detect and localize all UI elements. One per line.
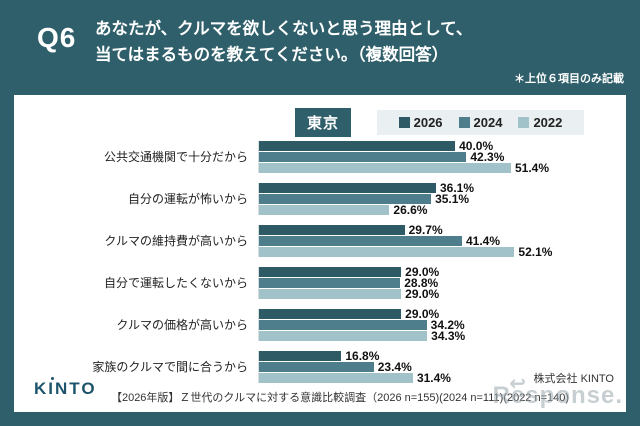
legend-swatch-2022-icon xyxy=(518,117,530,128)
bar-2022 xyxy=(259,331,428,341)
bar-group: 自分で運転したくないから 29.0% 28.8% 29.0% xyxy=(26,265,612,301)
bar-row: 40.0% xyxy=(259,139,612,153)
category-label: クルマの価格が高いから xyxy=(116,317,248,332)
watermark-arrow-icon: ↩ xyxy=(509,373,526,395)
bar-2022 xyxy=(259,289,402,299)
bar-row: 29.0% xyxy=(259,307,612,321)
question-text: あなたが、クルマを欲しくないと思う理由として、 当てはまるものを教えてください。… xyxy=(95,16,472,69)
company-name: 株式会社 KINTO xyxy=(533,373,614,385)
bar-row: 29.0% xyxy=(259,265,612,279)
kinto-logo: KINTO xyxy=(34,377,97,398)
bar-group: 家族のクルマで間に合うから 16.8% 23.4% 31.4% xyxy=(26,349,612,385)
value-label: 41.4% xyxy=(465,234,500,248)
legend-label-2022: 2022 xyxy=(533,115,563,130)
legend-swatch-2024-icon xyxy=(458,117,470,128)
bar-stack: 36.1% 35.1% 26.6% xyxy=(258,181,612,217)
bar-row: 16.8% xyxy=(259,349,612,363)
bar-group: 公共交通機関で十分だから 40.0% 42.3% 51.4% xyxy=(26,139,612,175)
value-label: 42.3% xyxy=(470,150,505,164)
value-label: 35.1% xyxy=(435,192,470,206)
value-label: 51.4% xyxy=(515,161,550,175)
bar-row: 51.4% xyxy=(259,161,612,175)
value-label: 23.4% xyxy=(377,360,412,374)
bar-2024 xyxy=(259,236,462,246)
value-label: 52.1% xyxy=(518,245,553,259)
category-label: 家族のクルマで間に合うから xyxy=(92,359,248,374)
value-label: 28.8% xyxy=(404,276,439,290)
bar-row: 28.8% xyxy=(259,276,612,290)
value-label: 26.6% xyxy=(393,203,428,217)
bar-2022 xyxy=(259,247,515,257)
chart-legend: 2026 2024 2022 xyxy=(377,110,584,135)
legend-item-2026: 2026 xyxy=(398,115,443,130)
bar-2026 xyxy=(259,225,405,235)
bar-stack: 29.0% 34.2% 34.3% xyxy=(258,307,612,343)
value-label: 29.0% xyxy=(405,287,440,301)
bar-row: 29.7% xyxy=(259,223,612,237)
legend-label-2026: 2026 xyxy=(413,115,443,130)
legend-item-2024: 2024 xyxy=(458,115,503,130)
chart-card: 東京 2026 2024 2022 公共交通機関で十分だから 40.0% 42.3%… xyxy=(14,95,626,412)
legend-swatch-2026-icon xyxy=(398,117,410,128)
category-label: 自分の運転が怖いから xyxy=(127,191,248,206)
bar-2022 xyxy=(259,205,390,215)
value-label: 36.1% xyxy=(439,181,475,195)
bar-row: 41.4% xyxy=(259,234,612,248)
bar-group: クルマの価格が高いから 29.0% 34.2% 34.3% xyxy=(26,307,612,343)
bar-row: 42.3% xyxy=(259,150,612,164)
source-caption: 【2026年版】Ｚ世代のクルマに対する意識比較調査（2026 n=155)(20… xyxy=(110,392,570,404)
bar-row: 23.4% xyxy=(259,360,612,374)
bar-stack: 16.8% 23.4% 31.4% xyxy=(258,349,612,385)
bar-row: 34.3% xyxy=(259,329,612,343)
bar-group: 自分の運転が怖いから 36.1% 35.1% 26.6% xyxy=(26,181,612,217)
bar-row: 35.1% xyxy=(259,192,612,206)
bar-2024 xyxy=(259,320,427,330)
category-label: 自分で運転したくないから xyxy=(103,275,248,290)
chart: 公共交通機関で十分だから 40.0% 42.3% 51.4% 自分の運転が怖いから 36.… xyxy=(26,139,612,393)
legend-item-2022: 2022 xyxy=(518,115,562,130)
value-label: 40.0% xyxy=(459,139,494,153)
bar-2026 xyxy=(259,309,402,319)
value-label: 29.7% xyxy=(408,223,443,237)
bar-2026 xyxy=(259,141,456,151)
bar-stack: 40.0% 42.3% 51.4% xyxy=(258,139,612,175)
value-label: 29.0% xyxy=(405,265,440,279)
value-label: 34.3% xyxy=(431,329,466,343)
bar-2024 xyxy=(259,152,467,162)
bar-stack: 29.7% 41.4% 52.1% xyxy=(258,223,612,259)
category-label: 公共交通機関で十分だから xyxy=(103,149,248,164)
question-line-1: あなたが、クルマを欲しくないと思う理由として、 xyxy=(95,20,473,38)
bar-2024 xyxy=(259,362,374,372)
question-header: Q6 あなたが、クルマを欲しくないと思う理由として、 当てはまるものを教えてくだ… xyxy=(0,0,640,95)
watermark-text: Response. xyxy=(492,382,623,409)
legend-label-2024: 2024 xyxy=(473,115,503,130)
top-items-note: ＊上位６項目のみ記載 xyxy=(514,73,624,85)
bar-2026 xyxy=(259,267,402,277)
bar-2026 xyxy=(259,351,342,361)
question-line-2: 当てはまるものを教えてください。（複数回答） xyxy=(95,46,449,65)
category-label: クルマの維持費が高いから xyxy=(104,233,248,248)
bar-2024 xyxy=(259,194,432,204)
bar-row: 29.0% xyxy=(259,287,612,301)
value-label: 31.4% xyxy=(416,371,451,385)
value-label: 16.8% xyxy=(345,349,380,363)
bar-stack: 29.0% 28.8% 29.0% xyxy=(258,265,612,301)
bar-group: クルマの維持費が高いから 29.7% 41.4% 52.1% xyxy=(26,223,612,259)
bar-2026 xyxy=(259,183,436,193)
bar-row: 31.4% xyxy=(259,371,612,385)
bar-row: 26.6% xyxy=(259,203,612,217)
value-label: 34.2% xyxy=(430,318,465,332)
bar-2022 xyxy=(259,163,511,173)
value-label: 29.0% xyxy=(405,307,440,321)
bar-2022 xyxy=(259,373,413,383)
bar-2024 xyxy=(259,278,401,288)
bar-row: 52.1% xyxy=(259,245,612,259)
question-number: Q6 xyxy=(37,22,77,53)
bar-row: 36.1% xyxy=(259,181,612,195)
bar-row: 34.2% xyxy=(259,318,612,332)
region-badge: 東京 xyxy=(295,108,352,137)
